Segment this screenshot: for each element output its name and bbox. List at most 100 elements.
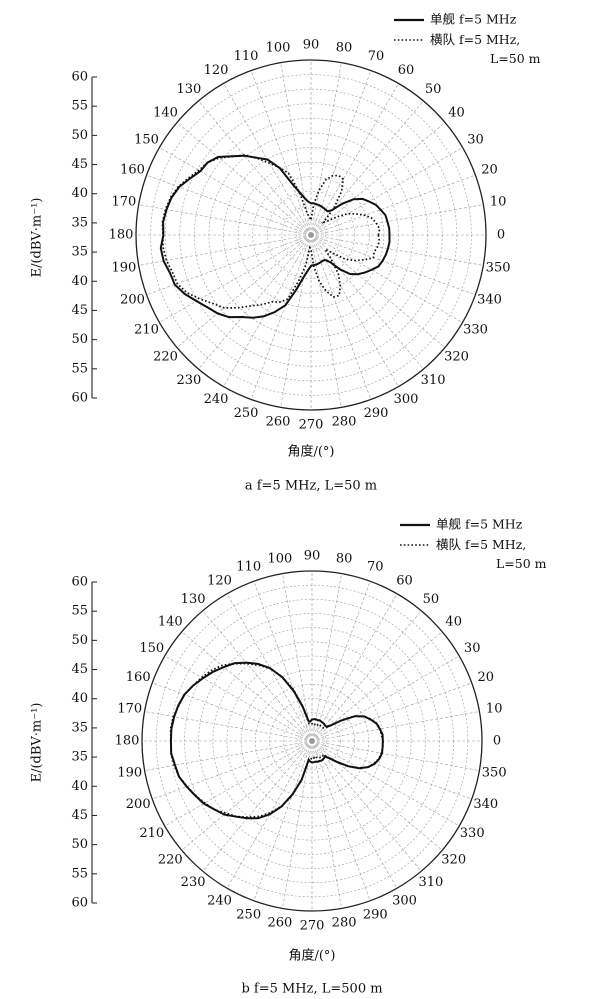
grid-spoke: [311, 682, 472, 742]
angle-tick-label: 70: [367, 560, 384, 575]
polar-chart-b: 0102030405060708090100110120130140150160…: [30, 517, 547, 997]
radial-tick-label: 60: [71, 575, 88, 590]
grid-spoke: [253, 740, 313, 901]
angle-tick-label: 20: [478, 670, 495, 685]
angle-tick-label: 340: [477, 293, 502, 308]
radial-tick-label: 40: [71, 274, 88, 289]
grid-spoke: [282, 573, 313, 742]
angle-tick-label: 60: [396, 573, 413, 588]
angle-tick-label: 50: [423, 592, 440, 607]
angle-tick-label: 80: [336, 40, 353, 55]
radial-tick-label: 50: [71, 128, 88, 143]
angle-tick-label: 230: [176, 373, 201, 388]
grid-spoke: [311, 740, 371, 901]
angle-tick-label: 320: [444, 350, 469, 365]
chart-caption: a f=5 MHz, L=50 m: [245, 479, 377, 494]
angle-tick-label: 270: [299, 418, 324, 433]
angle-tick-label: 300: [392, 894, 417, 909]
angle-tick-label: 40: [448, 105, 465, 120]
angle-tick-label: 210: [134, 323, 159, 338]
grid-spoke: [311, 711, 480, 742]
grid-spoke: [310, 83, 399, 236]
grid-spoke: [144, 711, 313, 742]
grid-circle: [198, 627, 426, 855]
grid-spoke: [311, 740, 480, 771]
angle-tick-label: 310: [418, 875, 443, 890]
grid-spoke: [311, 740, 342, 909]
angle-tick-label: 140: [153, 105, 178, 120]
x-axis-label: 角度/(°): [287, 444, 334, 460]
angle-tick-label: 160: [126, 670, 151, 685]
grid-spoke: [311, 740, 443, 851]
grid-spoke: [310, 122, 446, 236]
grid-circle: [252, 176, 370, 294]
angle-tick-label: 40: [445, 615, 462, 630]
angle-tick-label: 0: [493, 734, 501, 749]
grid-spoke: [181, 631, 313, 742]
radial-axis: 60 55 50 45 40 35 35 40 45 50 55 60: [71, 575, 97, 911]
angle-tick-label: 110: [234, 49, 259, 64]
angle-tick-label: 120: [204, 63, 229, 78]
grid-spoke: [310, 100, 424, 236]
angle-tick-label: 290: [364, 406, 389, 421]
grid-spoke: [138, 234, 312, 266]
grid-spoke: [159, 234, 312, 323]
angle-tick-label: 180: [109, 228, 134, 243]
angle-tick-label: 300: [394, 392, 419, 407]
radial-tick-label: 35: [71, 245, 88, 260]
grid-spoke: [311, 740, 460, 827]
grid-spoke: [310, 147, 463, 236]
radial-tick-label: 40: [71, 186, 88, 201]
grid-spoke: [280, 62, 312, 236]
polar-chart-a: 0102030405060708090100110120130140150160…: [30, 12, 541, 494]
grid-circle: [297, 726, 327, 756]
grid-spoke: [311, 610, 422, 742]
radial-tick-label: 50: [71, 837, 88, 852]
grid-spoke: [146, 174, 312, 236]
grid-spoke: [250, 70, 312, 236]
angle-tick-label: 80: [336, 551, 353, 566]
grid-spoke: [146, 234, 312, 296]
y-axis-label: E/(dBV·m⁻¹): [30, 703, 45, 783]
grid-spoke: [253, 581, 313, 742]
angle-tick-label: 10: [490, 195, 507, 210]
angle-tick-label: 340: [473, 797, 498, 812]
grid-circle: [296, 220, 326, 250]
grid-spoke: [310, 234, 424, 370]
angle-tick-label: 100: [267, 551, 292, 566]
radial-tick-label: 45: [71, 808, 88, 823]
grid-spoke: [310, 234, 372, 400]
polar-frame: [141, 570, 483, 912]
grid-spoke: [181, 740, 313, 851]
grid-spoke: [310, 62, 342, 236]
legend: 单舰 f=5 MHz 横队 f=5 MHz, L=50 m: [394, 12, 541, 66]
grid-spoke: [310, 234, 484, 266]
angle-tick-label: 10: [486, 701, 503, 716]
grid-spoke: [250, 234, 312, 400]
angle-tick-label: 170: [111, 195, 136, 210]
angle-tick-label: 250: [236, 907, 261, 922]
chart-caption: b f=5 MHz, L=500 m: [241, 982, 382, 997]
grid-spoke: [310, 70, 372, 236]
angle-tick-label: 250: [234, 406, 259, 421]
grid-spoke: [311, 740, 398, 889]
legend: 单舰 f=5 MHz 横队 f=5 MHz, L=50 m: [400, 517, 547, 571]
angle-tick-label: 310: [421, 373, 446, 388]
x-axis-label: 角度/(°): [288, 948, 335, 964]
radial-tick-label: 35: [71, 215, 88, 230]
grid-circle: [281, 205, 341, 265]
radial-tick-label: 45: [71, 157, 88, 172]
polar-grid: [135, 59, 487, 411]
legend-label: 单舰 f=5 MHz: [436, 517, 523, 532]
grid-spoke: [164, 655, 313, 742]
grid-spoke: [310, 234, 463, 323]
angle-tick-label: 120: [207, 573, 232, 588]
angle-tick-label: 60: [398, 63, 415, 78]
angle-tick-label: 270: [300, 919, 325, 934]
angle-tick-label: 330: [463, 323, 488, 338]
radial-tick-label: 45: [71, 303, 88, 318]
grid-spoke: [311, 655, 460, 742]
angle-tick-label: 100: [266, 40, 291, 55]
series-line-0: [169, 661, 384, 820]
grid-spoke: [311, 593, 398, 742]
